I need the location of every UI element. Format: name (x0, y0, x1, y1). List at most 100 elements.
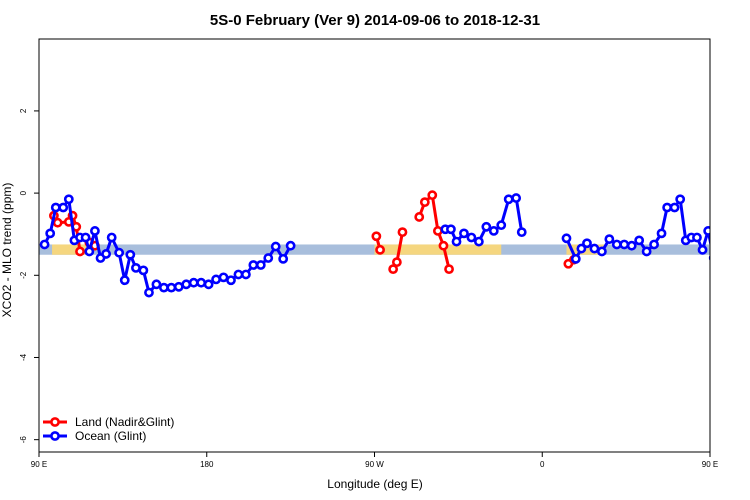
legend-label: Land (Nadir&Glint) (75, 415, 174, 429)
data-point (582, 238, 592, 249)
data-point (427, 190, 438, 201)
data-point (432, 226, 443, 236)
y-tick-label: -4 (19, 353, 28, 361)
series-line (565, 197, 710, 261)
data-point (488, 226, 499, 236)
legend-item: Land (Nadir&Glint) (43, 415, 174, 429)
data-point (240, 269, 251, 280)
data-point (75, 246, 85, 257)
data-point (729, 219, 736, 226)
data-point (611, 239, 622, 250)
data-point (391, 257, 402, 268)
data-point (734, 277, 741, 284)
data-point (131, 262, 141, 273)
data-point (388, 264, 399, 275)
data-point (90, 226, 100, 236)
data-point (576, 243, 587, 254)
axes: 90 E 180 90 W 0 90 E 2 0 -2 -4 -6 (19, 38, 718, 469)
data-point (451, 236, 462, 247)
data-point (196, 277, 207, 288)
data-point (656, 228, 667, 239)
data-point (473, 236, 484, 247)
chart-title: 5S-0 February (Ver 9) 2014-09-06 to 2018… (210, 12, 540, 29)
data-point (45, 228, 56, 239)
data-point (285, 240, 296, 251)
x-tick-label: 90 E (31, 460, 47, 469)
data-point (725, 212, 732, 219)
data-point (63, 194, 74, 205)
x-tick-label: 90 W (365, 460, 384, 469)
data-point (39, 239, 50, 250)
data-point (278, 253, 289, 264)
data-point (438, 240, 449, 251)
data-point (166, 282, 177, 293)
data-point (151, 279, 162, 290)
data-point (138, 265, 149, 276)
data-point (419, 197, 430, 208)
legend-swatch-marker (50, 417, 60, 427)
y-tick-label: 2 (19, 108, 28, 113)
data-point (744, 212, 750, 219)
series-line (729, 216, 750, 252)
data-point (158, 282, 169, 293)
data-point (503, 194, 514, 205)
data-point (596, 246, 607, 257)
data-point (218, 272, 229, 283)
data-point (481, 221, 492, 232)
legend: Land (Nadir&Glint)Ocean (Glint) (43, 415, 174, 443)
data-point (375, 244, 385, 255)
data-point (570, 253, 581, 264)
series-land (49, 190, 750, 275)
plot-area (39, 190, 750, 298)
data-point (729, 249, 736, 256)
data-point (84, 246, 95, 257)
data-point (188, 277, 199, 288)
data-point (444, 264, 454, 275)
data-point (746, 264, 750, 271)
data-point (58, 202, 69, 213)
y-tick-label: -2 (19, 271, 28, 279)
data-point (255, 260, 266, 270)
data-point (144, 287, 154, 298)
data-point (270, 241, 281, 252)
data-point (233, 269, 244, 280)
x-tick-label: 0 (540, 460, 545, 469)
data-point (703, 226, 710, 236)
land-band (717, 244, 750, 254)
data-point (80, 232, 91, 243)
data-point (649, 239, 659, 250)
x-tick-label: 90 E (702, 460, 718, 469)
data-point (114, 247, 125, 258)
data-point (589, 243, 600, 254)
data-point (626, 240, 637, 251)
land-band (52, 244, 90, 255)
y-tick-label: -6 (19, 436, 28, 444)
data-point (226, 275, 236, 286)
data-point (716, 250, 723, 257)
data-point (203, 279, 214, 290)
land-band (374, 244, 502, 255)
data-point (669, 202, 680, 213)
data-point (692, 232, 702, 243)
data-point (697, 244, 708, 255)
data-point (248, 260, 259, 270)
legend-label: Ocean (Glint) (75, 429, 146, 443)
data-point (263, 253, 274, 263)
data-point (52, 217, 63, 228)
y-tick-label: 0 (19, 190, 28, 195)
data-point (106, 232, 117, 243)
series-ocean (39, 193, 750, 298)
data-point (604, 234, 615, 245)
data-point (397, 227, 408, 238)
data-point (466, 232, 477, 243)
data-point (211, 274, 221, 285)
data-point (119, 275, 130, 286)
data-point (414, 212, 425, 222)
data-point (561, 233, 572, 244)
data-point (173, 281, 184, 292)
y-axis-label: XCO2 - MLO trend (ppm) (0, 183, 14, 318)
x-tick-label: 180 (200, 460, 214, 469)
legend-swatch-marker (50, 431, 60, 441)
data-point (675, 194, 686, 205)
